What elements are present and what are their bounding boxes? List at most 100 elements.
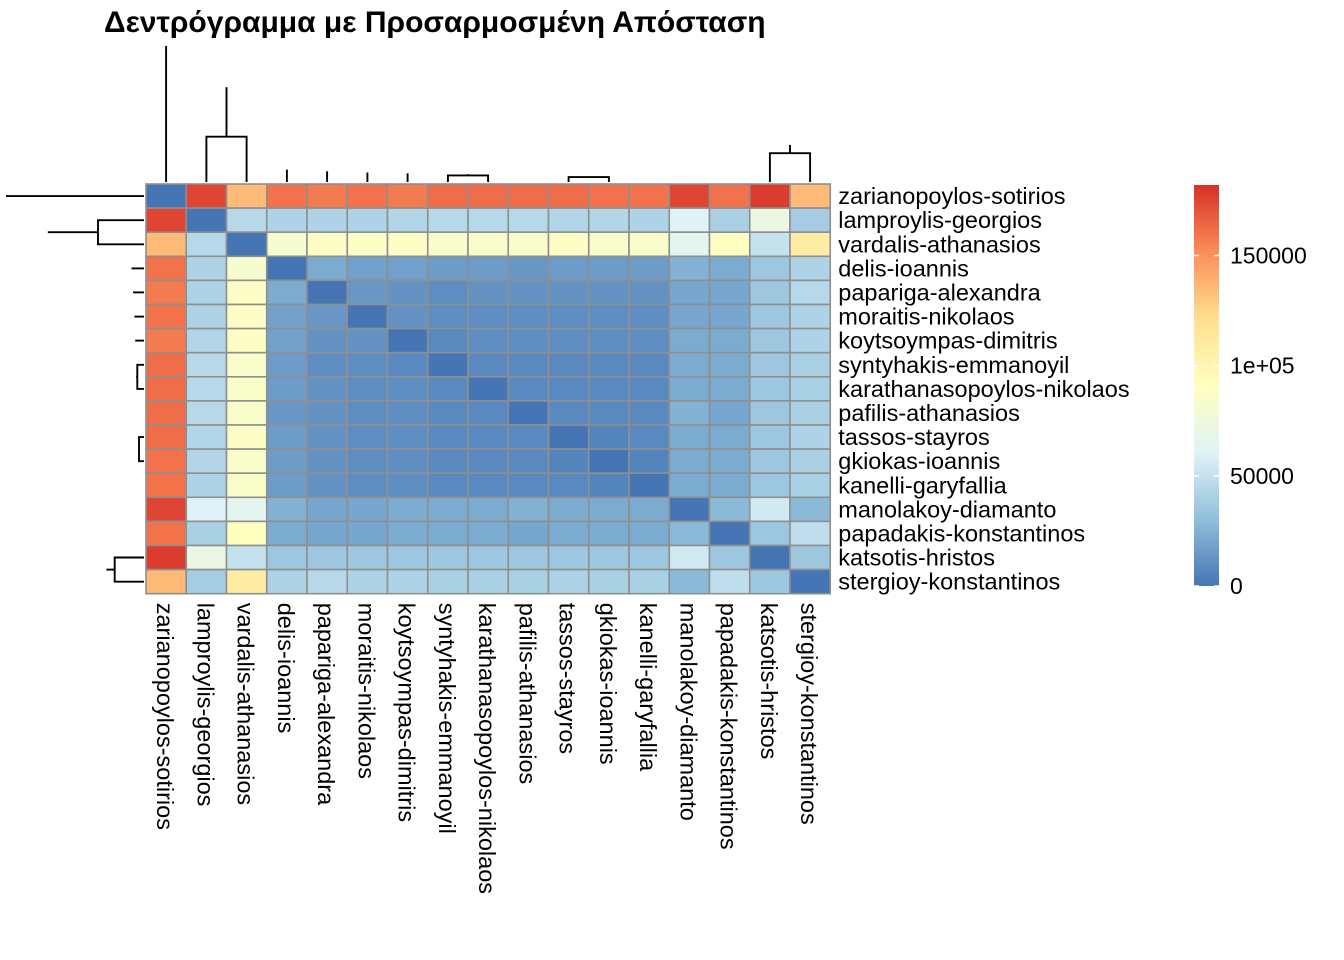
heatmap-cell-4-10	[547, 279, 590, 306]
heatmap-cell-5-1	[185, 303, 228, 330]
heatmap-cell-1-11	[587, 207, 630, 234]
heatmap-cell-13-1	[185, 496, 228, 523]
heatmap-cell-14-12	[628, 520, 671, 547]
column-label: delis-ioannis	[273, 603, 299, 734]
heatmap-cell-12-14	[708, 472, 751, 499]
heatmap-cell-11-4	[306, 448, 349, 475]
heatmap-cell-15-14	[708, 544, 751, 571]
heatmap-cell-9-0	[145, 400, 188, 426]
heatmap-cell-13-11	[587, 496, 630, 523]
heatmap-cell-10-13	[668, 424, 711, 450]
heatmap-cell-16-13	[668, 568, 711, 595]
heatmap-cell-16-5	[346, 568, 389, 595]
column-dendrogram	[166, 46, 812, 182]
column-label: vardalis-athanasios	[233, 603, 259, 805]
heatmap-cell-14-6	[386, 520, 429, 547]
heatmap-cell-4-8	[467, 279, 510, 306]
heatmap-cell-1-6	[386, 207, 429, 234]
column-label: koytsoympas-dimitris	[394, 603, 420, 822]
column-label: papadakis-konstantinos	[716, 603, 742, 850]
heatmap-cell-8-12	[628, 375, 671, 402]
heatmap-cell-8-1	[185, 375, 228, 402]
heatmap-cell-14-3	[265, 520, 308, 547]
heatmap-cell-1-12	[628, 207, 671, 234]
row-label: gkiokas-ioannis	[838, 448, 1000, 474]
heatmap-cell-3-7	[426, 255, 469, 282]
column-label: manolakoy-diamanto	[675, 603, 701, 821]
heatmap-cell-8-8	[467, 375, 510, 402]
heatmap-cell-6-2	[225, 327, 268, 354]
heatmap-cell-12-1	[185, 472, 228, 499]
heatmap-cell-13-14	[708, 496, 751, 523]
heatmap-cell-1-14	[708, 207, 751, 234]
heatmap-cell-8-13	[668, 375, 711, 402]
heatmap-cell-12-11	[587, 472, 630, 499]
heatmap-cell-1-1	[185, 207, 228, 234]
heatmap-cell-7-16	[789, 351, 832, 378]
heatmap-cell-12-9	[507, 472, 550, 499]
heatmap-cell-4-0	[145, 279, 188, 306]
heatmap-cell-8-4	[306, 375, 349, 402]
heatmap-cell-2-12	[628, 231, 671, 258]
heatmap-cell-7-1	[185, 351, 228, 378]
heatmap-cell-12-8	[467, 472, 510, 499]
heatmap-cell-1-9	[507, 207, 550, 234]
heatmap-cell-11-7	[426, 448, 469, 475]
heatmap-cell-2-5	[346, 231, 389, 258]
heatmap-cell-14-5	[346, 520, 389, 547]
heatmap-cell-8-6	[386, 375, 429, 402]
heatmap-cell-3-15	[748, 255, 791, 282]
heatmap-cell-2-4	[306, 231, 349, 258]
heatmap-cell-13-16	[789, 496, 832, 523]
heatmap-cell-12-3	[265, 472, 308, 499]
heatmap-cell-15-12	[628, 544, 671, 571]
heatmap-cell-4-11	[587, 279, 630, 306]
heatmap-cell-1-3	[265, 207, 308, 234]
heatmap-cell-10-5	[346, 424, 389, 450]
heatmap-cell-5-9	[507, 303, 550, 330]
heatmap-cell-4-5	[346, 279, 389, 306]
heatmap-cell-15-6	[386, 544, 429, 571]
heatmap-cell-12-15	[748, 472, 791, 499]
dendrogram-link	[97, 219, 144, 246]
heatmap-cell-15-9	[507, 544, 550, 571]
row-label: pafilis-athanasios	[838, 400, 1020, 426]
heatmap-cell-15-1	[185, 544, 228, 571]
heatmap-cell-2-2	[225, 231, 268, 258]
row-label: tassos-stayros	[838, 424, 990, 450]
heatmap-cell-14-10	[547, 520, 590, 547]
heatmap-cell-13-5	[346, 496, 389, 523]
heatmap-cell-11-9	[507, 448, 550, 475]
heatmap-cell-16-4	[306, 568, 349, 595]
heatmap-cell-8-15	[748, 375, 791, 402]
row-label: papadakis-konstantinos	[838, 521, 1085, 547]
heatmap-cell-4-3	[265, 279, 308, 306]
heatmap-cell-6-11	[587, 327, 630, 354]
heatmap-cell-3-12	[628, 255, 671, 282]
heatmap-cell-14-16	[789, 520, 832, 547]
dendrogram-link	[136, 363, 144, 390]
heatmap-cell-2-9	[507, 231, 550, 258]
heatmap-cell-5-7	[426, 303, 469, 330]
row-label: lamproylis-georgios	[838, 207, 1042, 233]
row-label: papariga-alexandra	[838, 279, 1041, 305]
heatmap-cell-0-0	[145, 183, 188, 209]
heatmap-cell-10-16	[789, 424, 832, 450]
heatmap-cell-13-8	[467, 496, 510, 523]
column-label: tassos-stayros	[555, 603, 581, 755]
heatmap-cell-0-7	[426, 183, 469, 209]
heatmap-cell-4-2	[225, 279, 268, 306]
heatmap-cell-6-0	[145, 327, 188, 354]
heatmap-cell-7-0	[145, 351, 188, 378]
heatmap-cell-7-10	[547, 351, 590, 378]
heatmap-cell-16-10	[547, 568, 590, 595]
heatmap-cell-3-9	[507, 255, 550, 282]
heatmap-cell-6-16	[789, 327, 832, 354]
heatmap-cell-10-2	[225, 424, 268, 450]
heatmap-cell-13-12	[628, 496, 671, 523]
heatmap-cell-15-15	[748, 544, 791, 571]
heatmap-cell-13-9	[507, 496, 550, 523]
heatmap-cell-15-0	[145, 544, 188, 571]
dendrogram-link	[768, 152, 812, 182]
heatmap-cell-4-1	[185, 279, 228, 306]
